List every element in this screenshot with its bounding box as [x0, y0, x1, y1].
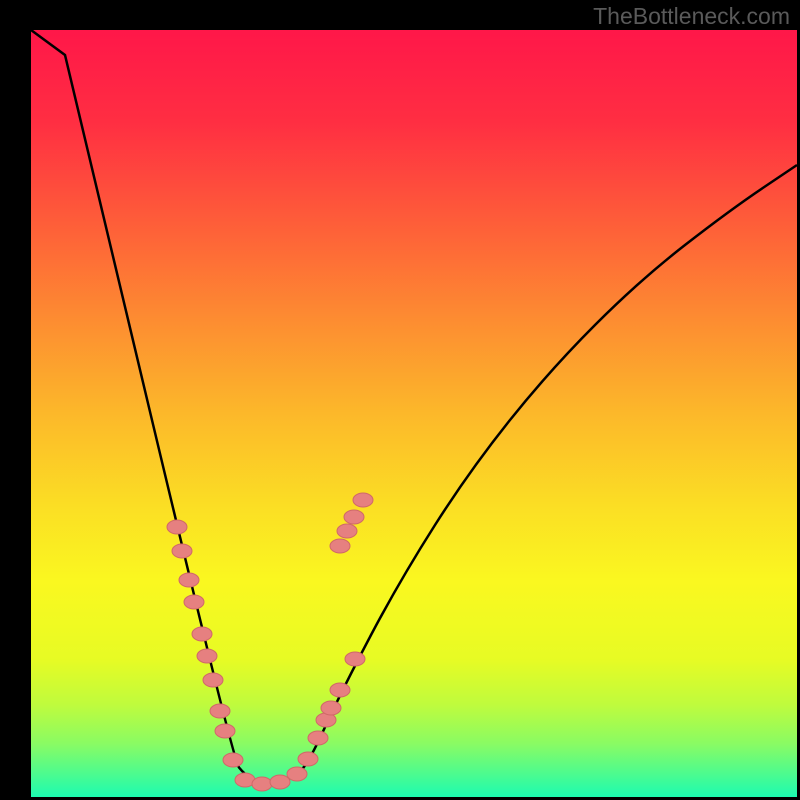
curve-marker [321, 701, 341, 715]
bottleneck-chart: TheBottleneck.com [0, 0, 800, 800]
chart-svg [0, 0, 800, 800]
curve-marker [270, 775, 290, 789]
curve-marker [344, 510, 364, 524]
curve-marker [197, 649, 217, 663]
curve-marker [203, 673, 223, 687]
curve-marker [215, 724, 235, 738]
curve-marker [167, 520, 187, 534]
curve-marker [184, 595, 204, 609]
curve-marker [353, 493, 373, 507]
curve-marker [330, 683, 350, 697]
curve-marker [345, 652, 365, 666]
curve-marker [223, 753, 243, 767]
watermark-text: TheBottleneck.com [593, 3, 790, 30]
gradient-background [31, 30, 797, 797]
curve-marker [287, 767, 307, 781]
curve-marker [210, 704, 230, 718]
curve-marker [330, 539, 350, 553]
curve-marker [172, 544, 192, 558]
curve-marker [192, 627, 212, 641]
curve-marker [298, 752, 318, 766]
curve-marker [252, 777, 272, 791]
curve-marker [179, 573, 199, 587]
curve-marker [337, 524, 357, 538]
curve-marker [308, 731, 328, 745]
